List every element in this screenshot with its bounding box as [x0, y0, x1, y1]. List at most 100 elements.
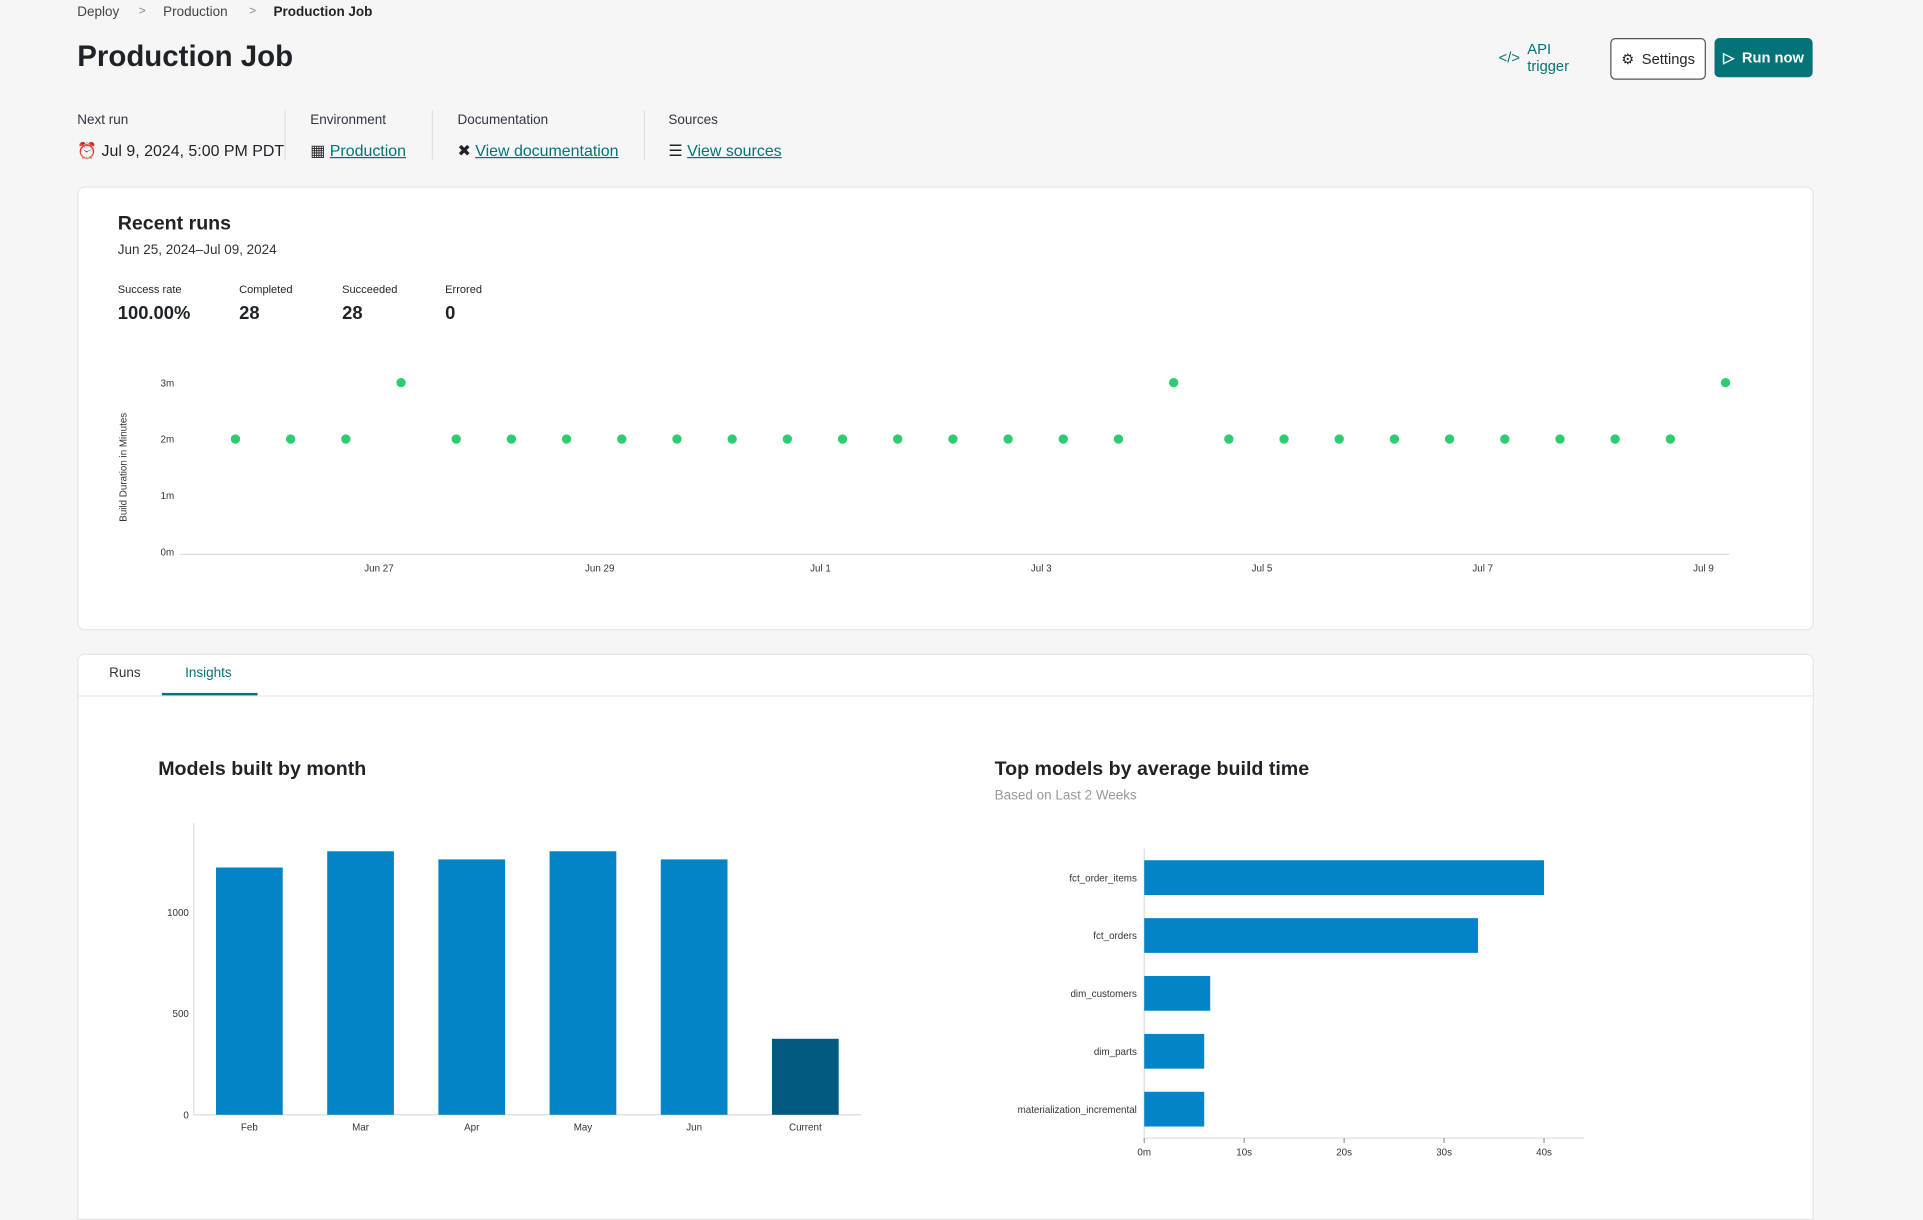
- x-tick-label: Jul 3: [1031, 564, 1052, 575]
- run-point: [948, 434, 958, 444]
- run-point: [506, 434, 517, 444]
- x-tick-label: Jun 29: [585, 564, 614, 575]
- meta-value: ⏰ Jul 9, 2024, 5:00 PM PDT: [77, 141, 285, 160]
- stat-value: 100.00%: [117, 302, 191, 324]
- bar: [660, 859, 728, 1115]
- run-point: [561, 434, 572, 444]
- tab-active[interactable]: Insights: [185, 665, 232, 681]
- meta-label: Environment: [310, 112, 387, 128]
- chart-subtitle: Based on Last 2 Weeks: [995, 788, 1137, 803]
- x-tick-label: Jul 7: [1472, 564, 1493, 575]
- meta-label: Documentation: [457, 112, 549, 128]
- button-label: Run now: [1741, 49, 1804, 67]
- chart-title: Recent runs: [118, 212, 231, 234]
- code-icon: </>: [1498, 49, 1520, 67]
- run-point: [1224, 434, 1234, 444]
- run-point: [1169, 377, 1179, 388]
- y-tick-label: 1000: [167, 908, 189, 919]
- run-point: [396, 377, 406, 388]
- bar: [438, 859, 506, 1115]
- x-tick-label: 40s: [1536, 1147, 1552, 1158]
- breadcrumb[interactable]: Production: [163, 4, 228, 20]
- bar: [216, 867, 283, 1115]
- run-point: [230, 434, 241, 444]
- bar: [1144, 1091, 1205, 1127]
- run-point: [672, 434, 682, 444]
- settings-button[interactable]: ⚙ Settings: [1610, 38, 1706, 80]
- x-tick-label: 20s: [1336, 1147, 1352, 1158]
- y-tick-label: 500: [173, 1009, 190, 1020]
- x-tick-label: Jun 27: [364, 564, 393, 575]
- run-point: [1058, 434, 1068, 444]
- breadcrumb[interactable]: Deploy: [77, 4, 120, 20]
- run-point: [1500, 434, 1510, 444]
- sources-link[interactable]: View sources: [687, 141, 782, 160]
- category-label: fct_order_items: [1069, 873, 1137, 884]
- category-label: dim_parts: [1094, 1047, 1137, 1058]
- run-point: [1444, 434, 1455, 444]
- stat-label: Succeeded: [342, 283, 398, 296]
- y-tick-label: 0: [183, 1110, 189, 1121]
- y-tick-label: 2m: [161, 435, 175, 446]
- run-point: [1555, 434, 1565, 444]
- stat-label: Completed: [239, 283, 293, 296]
- separator: [643, 110, 646, 160]
- stat-label: Success rate: [117, 283, 182, 296]
- separator: [284, 110, 286, 160]
- run-point: [617, 434, 627, 444]
- stat-value: 28: [342, 302, 363, 324]
- run-point: [1665, 434, 1676, 444]
- documentation-link[interactable]: View documentation: [475, 141, 619, 160]
- separator: [431, 110, 433, 160]
- run-point: [1720, 377, 1731, 388]
- stat-value: 0: [445, 302, 456, 324]
- bar: [1144, 976, 1211, 1011]
- run-point: [1389, 434, 1400, 444]
- bar: [327, 851, 394, 1115]
- x-tick-label: Jul 1: [810, 564, 831, 575]
- x-tick-label: Feb: [241, 1123, 258, 1134]
- meta-value: ☰ View sources: [668, 141, 782, 160]
- run-point: [1279, 434, 1289, 444]
- bar: [1144, 860, 1545, 895]
- tab-divider: [77, 695, 1813, 697]
- x-tick-label: 10s: [1236, 1147, 1252, 1158]
- next-run: Jul 9, 2024, 5:00 PM PDT: [101, 141, 285, 160]
- breadcrumb-sep: >: [138, 4, 146, 19]
- api-trigger-button[interactable]: </> API trigger: [1499, 38, 1597, 77]
- x-tick-label: Mar: [352, 1123, 370, 1134]
- recent-runs-card: [77, 186, 1814, 631]
- tab[interactable]: Runs: [109, 665, 141, 681]
- stat-label: Errored: [445, 283, 482, 296]
- run-point: [1334, 434, 1344, 444]
- x-tick-label: 30s: [1436, 1147, 1452, 1158]
- x-tick-label: Apr: [464, 1123, 480, 1134]
- meta-label: Next run: [77, 112, 129, 128]
- chart-subtitle: Jun 25, 2024–Jul 09, 2024: [118, 242, 277, 257]
- tab-underline: [161, 692, 258, 696]
- x-tick-label: May: [574, 1123, 593, 1134]
- x-tick-label: Jul 5: [1252, 564, 1273, 575]
- y-axis-label: Build Duration in Minutes: [118, 413, 129, 522]
- bar: [549, 851, 617, 1115]
- environment-link[interactable]: Production: [329, 141, 407, 160]
- x-tick-label: Jun: [686, 1123, 702, 1134]
- bar: [1144, 1033, 1205, 1069]
- gear-icon: ⚙: [1621, 50, 1635, 68]
- category-label: dim_customers: [1070, 989, 1137, 1000]
- run-now-button[interactable]: ▷ Run now: [1714, 38, 1813, 78]
- run-point: [451, 434, 461, 444]
- run-point: [1610, 434, 1620, 444]
- meta-value: ✖ View documentation: [457, 141, 619, 160]
- breadcrumb-sep: >: [248, 4, 257, 19]
- x-tick-label: 0m: [1137, 1147, 1151, 1158]
- y-tick-label: 0m: [161, 548, 175, 559]
- button-label: Settings: [1641, 50, 1695, 68]
- x-tick-label: Jul 9: [1693, 564, 1714, 575]
- button-label: API trigger: [1527, 40, 1570, 75]
- bar: [1144, 918, 1479, 953]
- run-point: [1003, 434, 1013, 444]
- run-point: [727, 434, 737, 444]
